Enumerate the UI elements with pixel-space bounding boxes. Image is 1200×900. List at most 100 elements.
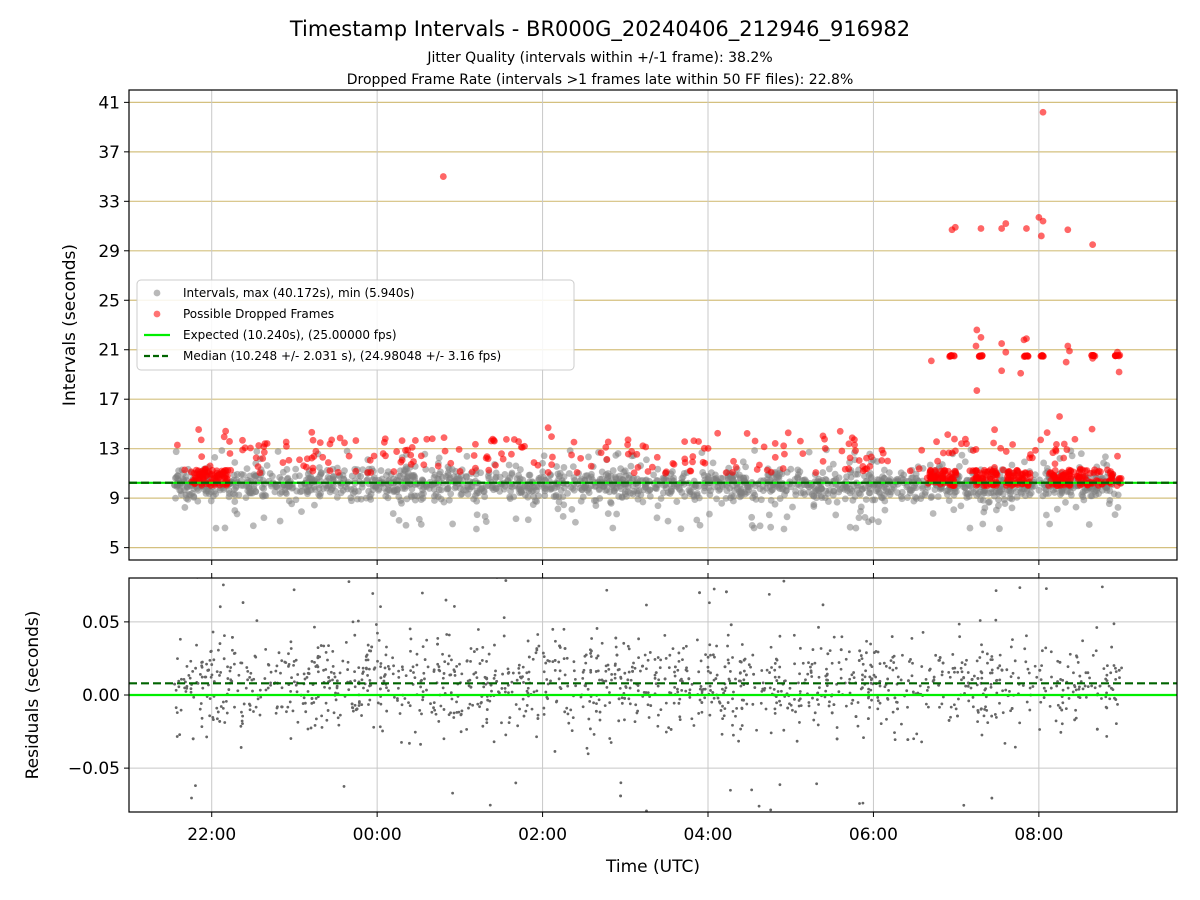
interval-point (211, 454, 219, 461)
interval-point (737, 488, 745, 495)
interval-point (612, 451, 620, 459)
dropped-frame-point (1088, 425, 1096, 433)
residual-point (786, 706, 790, 710)
residual-point (600, 641, 604, 645)
residual-point (304, 710, 308, 714)
residual-point (673, 665, 677, 669)
interval-point (877, 493, 885, 501)
residual-point (502, 616, 506, 620)
dropped-frame-point (309, 464, 317, 472)
residual-point (316, 656, 320, 660)
interval-point (885, 469, 893, 477)
dropped-frame-point (397, 458, 405, 466)
residual-point (542, 712, 546, 716)
residual-point (255, 619, 259, 623)
residual-point (296, 673, 300, 676)
residual-point (740, 698, 744, 702)
dropped-frame-point (239, 446, 246, 454)
dropped-frame-point (544, 424, 552, 432)
residual-point (1056, 659, 1060, 663)
residual-point (510, 690, 514, 694)
residual-point (1056, 703, 1060, 707)
residual-point (275, 706, 279, 710)
interval-point (1083, 486, 1091, 494)
residual-point (768, 671, 771, 674)
x-axis-label: Time (UTC) (605, 857, 700, 877)
residual-point (521, 665, 525, 669)
residual-point (240, 719, 244, 723)
interval-point (276, 474, 284, 481)
residual-point (847, 650, 851, 654)
residual-point (656, 684, 660, 688)
residual-point (397, 675, 401, 679)
residual-point (174, 706, 178, 710)
residual-point (673, 670, 676, 674)
interval-point (773, 482, 781, 490)
interval-point (271, 488, 279, 496)
interval-point (569, 463, 577, 471)
residual-point (421, 698, 425, 702)
dropped-frame-point (821, 435, 828, 443)
residual-point (668, 653, 672, 657)
residual-point (478, 705, 481, 709)
dropped-frame-point (878, 446, 886, 454)
dropped-frame-point (336, 434, 344, 442)
residual-point (329, 670, 333, 674)
dropped-frame-point (969, 447, 977, 454)
residual-point (200, 660, 204, 664)
residual-point (475, 647, 479, 651)
interval-point (950, 506, 958, 514)
residual-point (1035, 675, 1039, 679)
dropped-frame-point (279, 459, 287, 466)
residual-point (1061, 701, 1065, 705)
interval-point (539, 468, 547, 476)
residual-point (335, 684, 339, 688)
interval-point (567, 483, 575, 491)
residual-point (246, 678, 250, 682)
residual-point (1108, 697, 1112, 701)
residual-point (769, 808, 773, 812)
residual-point (824, 689, 828, 693)
dropped-frame-point (933, 438, 940, 446)
residual-point (554, 700, 558, 704)
interval-point (609, 524, 617, 532)
residual-point (598, 678, 601, 682)
interval-point (646, 492, 654, 500)
dropped-frame-point (334, 468, 342, 476)
residual-point (1011, 638, 1014, 642)
interval-point (678, 489, 686, 496)
residual-point (314, 717, 318, 721)
residual-point (934, 653, 938, 657)
residual-point (492, 740, 496, 744)
residual-point (813, 711, 817, 715)
residual-point (218, 605, 222, 609)
residual-point (241, 714, 245, 718)
residual-point (408, 704, 412, 708)
residual-point (739, 684, 743, 688)
residual-point (536, 713, 540, 717)
interval-point (757, 496, 765, 504)
dropped-frame-point (483, 453, 491, 461)
residual-point (565, 706, 569, 710)
dropped-frame-point (1060, 440, 1068, 448)
chart-subtitle-dropped: Dropped Frame Rate (intervals >1 frames … (347, 72, 854, 88)
residual-point (1039, 678, 1043, 682)
residual-point (817, 675, 821, 679)
residual-point (981, 650, 985, 654)
interval-point (292, 496, 300, 504)
residual-point (688, 696, 692, 699)
residual-point (751, 702, 755, 706)
dropped-frame-point (990, 439, 997, 447)
residual-point (600, 678, 604, 682)
residual-point (643, 653, 647, 657)
residual-point (535, 689, 539, 693)
residual-point (688, 688, 692, 692)
residual-point (592, 732, 596, 736)
interval-point (992, 488, 1000, 495)
interval-point (898, 488, 906, 496)
dropped-frame-outlier (1023, 335, 1030, 343)
residual-point (504, 579, 508, 582)
interval-point (242, 494, 250, 501)
residual-point (1059, 730, 1063, 734)
residual-point (976, 709, 980, 712)
